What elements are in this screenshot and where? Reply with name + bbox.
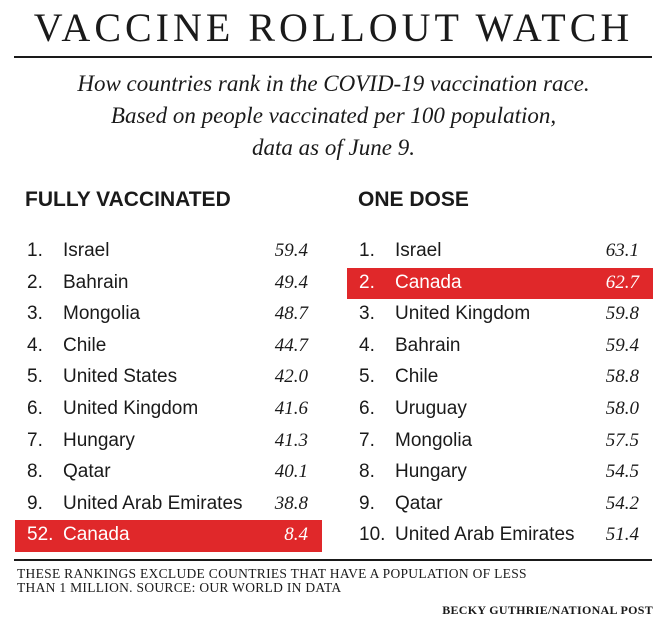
ranking-row: 6. Uruguay 58.0 <box>347 394 653 426</box>
ranking-row: 1. Israel 63.1 <box>347 236 653 268</box>
rank-number: 4. <box>27 334 43 356</box>
country-name: United States <box>63 366 178 388</box>
country-name: United Kingdom <box>63 397 199 419</box>
ranking-row: 6. United Kingdom 41.6 <box>15 394 322 426</box>
country-name: Israel <box>63 240 110 261</box>
rank-number: 7. <box>27 429 43 451</box>
country-name: Qatar <box>395 492 443 514</box>
vaccination-value: 54.2 <box>605 492 639 514</box>
vaccination-value: 41.6 <box>274 397 308 419</box>
subtitle: How countries rank in the COVID-19 vacci… <box>0 68 667 164</box>
ranking-row: 10. United Arab Emirates 51.4 <box>347 520 653 552</box>
ranking-row: 1. Israel 59.4 <box>15 236 322 268</box>
footnote: THESE RANKINGS EXCLUDE COUNTRIES THAT HA… <box>17 567 657 595</box>
country-name: United Arab Emirates <box>63 492 243 514</box>
rank-number: 2. <box>359 271 375 293</box>
country-name: Canada <box>63 524 130 546</box>
rank-number: 1. <box>359 240 375 261</box>
ranking-row: 9. Qatar 54.2 <box>347 489 653 521</box>
fully-vaccinated-list: 1. Israel 59.4 2. Bahrain 49.4 3. Mongolia 48.7 4… <box>15 236 322 552</box>
country-name: Israel <box>395 240 442 261</box>
ranking-row: 7. Mongolia 57.5 <box>347 426 653 458</box>
rank-number: 52. <box>27 524 54 546</box>
vaccination-value: 48.7 <box>274 303 308 325</box>
vaccination-value: 42.0 <box>274 366 308 388</box>
vaccination-value: 59.4 <box>605 334 639 356</box>
rank-number: 8. <box>359 461 375 483</box>
ranking-row: 7. Hungary 41.3 <box>15 426 322 458</box>
country-name: Mongolia <box>63 303 141 325</box>
highlighted-row: 2. Canada 62.7 <box>347 267 653 300</box>
vaccination-value: 8.4 <box>284 524 308 546</box>
rank-number: 10. <box>359 524 386 546</box>
rank-number: 5. <box>27 366 43 388</box>
rank-number: 7. <box>359 429 375 451</box>
highlighted-row: 52. Canada 8.4 <box>15 520 322 552</box>
ranking-row: 8. Hungary 54.5 <box>347 457 653 489</box>
rank-number: 5. <box>359 366 375 388</box>
vaccination-value: 41.3 <box>274 429 308 451</box>
ranking-row: 2. Bahrain 49.4 <box>15 268 322 300</box>
one-dose-heading: ONE DOSE <box>358 188 469 211</box>
rank-number: 9. <box>27 492 43 514</box>
vaccination-value: 54.5 <box>605 461 639 483</box>
country-name: Chile <box>63 334 107 356</box>
credit: BECKY GUTHRIE/NATIONAL POST <box>442 603 653 617</box>
vaccination-value: 57.5 <box>605 429 639 451</box>
vaccination-value: 63.1 <box>605 240 639 261</box>
country-name: Uruguay <box>395 397 467 419</box>
subtitle-line: Based on people vaccinated per 100 popul… <box>110 103 557 128</box>
vaccination-value: 59.4 <box>274 240 308 261</box>
page-title: VACCINE ROLLOUT WATCH <box>33 5 634 50</box>
rank-number: 3. <box>359 303 375 325</box>
vaccination-value: 40.1 <box>274 461 308 483</box>
footer-rule <box>14 559 652 561</box>
rank-number: 6. <box>27 397 43 419</box>
rank-number: 3. <box>27 303 43 325</box>
subtitle-line: How countries rank in the COVID-19 vacci… <box>77 71 590 96</box>
rank-number: 2. <box>27 271 43 293</box>
one-dose-list: 1. Israel 63.1 2. Canada 62.7 3. United Kingdom… <box>347 236 653 552</box>
rank-number: 1. <box>27 240 43 261</box>
vaccination-value: 38.8 <box>274 492 308 514</box>
vaccination-value: 49.4 <box>274 271 308 293</box>
ranking-row: 3. Mongolia 48.7 <box>15 299 322 331</box>
rank-number: 4. <box>359 334 375 356</box>
country-name: Qatar <box>63 461 111 483</box>
subtitle-line: data as of June 9. <box>252 135 415 160</box>
ranking-row: 5. United States 42.0 <box>15 362 322 394</box>
vaccination-value: 58.0 <box>605 397 639 419</box>
country-name: Bahrain <box>63 271 129 293</box>
country-name: Canada <box>395 271 462 293</box>
country-name: Hungary <box>63 429 135 451</box>
vaccination-value: 58.8 <box>605 366 639 388</box>
country-name: United Arab Emirates <box>395 524 575 546</box>
country-name: Chile <box>395 366 439 388</box>
ranking-row: 4. Chile 44.7 <box>15 331 322 363</box>
ranking-row: 3. United Kingdom 59.8 <box>347 299 653 331</box>
fully-vaccinated-heading: FULLY VACCINATED <box>25 188 231 211</box>
country-name: Mongolia <box>395 429 473 451</box>
vaccination-value: 59.8 <box>605 303 639 325</box>
ranking-row: 8. Qatar 40.1 <box>15 457 322 489</box>
ranking-row: 4. Bahrain 59.4 <box>347 331 653 363</box>
vaccination-value: 51.4 <box>605 524 639 546</box>
rank-number: 8. <box>27 461 43 483</box>
country-name: United Kingdom <box>395 303 531 325</box>
country-name: Hungary <box>395 461 467 483</box>
rank-number: 9. <box>359 492 375 514</box>
vaccination-value: 44.7 <box>274 334 308 356</box>
ranking-row: 5. Chile 58.8 <box>347 362 653 394</box>
title-rule <box>14 56 652 58</box>
ranking-row: 9. United Arab Emirates 38.8 <box>15 489 322 521</box>
footnote-line: THAN 1 MILLION. SOURCE: OUR WORLD IN DAT… <box>17 580 342 595</box>
rank-number: 6. <box>359 397 375 419</box>
vaccination-value: 62.7 <box>605 271 639 293</box>
country-name: Bahrain <box>395 334 461 356</box>
footnote-line: THESE RANKINGS EXCLUDE COUNTRIES THAT HA… <box>17 566 527 581</box>
